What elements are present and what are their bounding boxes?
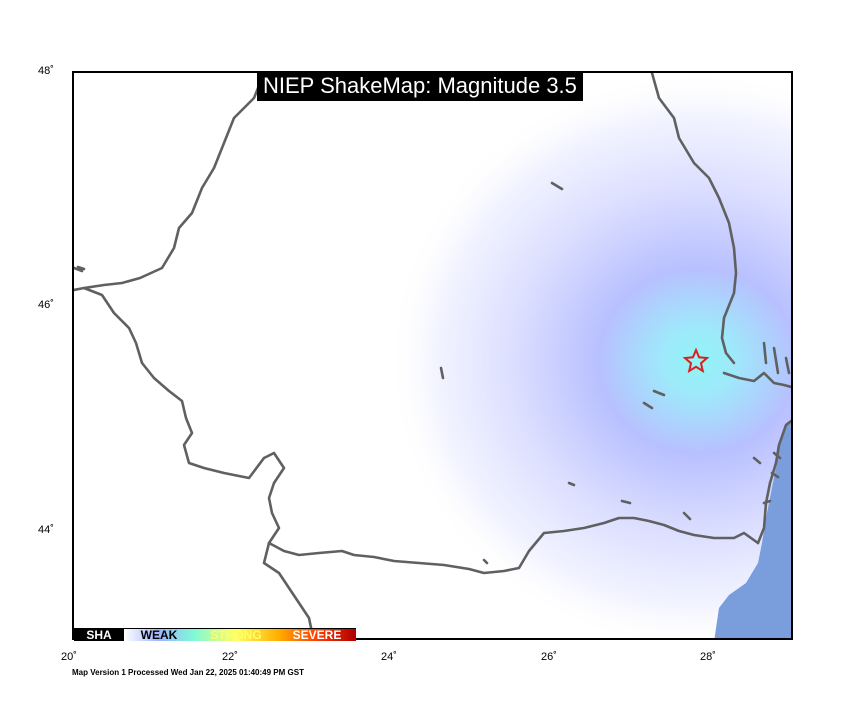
legend-shaking: SHA — [74, 629, 124, 641]
legend-severe: SEVERE — [278, 629, 356, 641]
serbia-border — [262, 541, 315, 638]
lon-label-26: 26˚ — [541, 651, 557, 663]
intensity-legend: SHA WEAK STRONG SEVERE — [74, 628, 356, 641]
romania-border — [74, 73, 760, 575]
lat-label-44: 44˚ — [38, 524, 54, 536]
borders-layer — [74, 73, 791, 638]
legend-weak: WEAK — [124, 629, 194, 641]
lon-label-20: 20˚ — [61, 651, 77, 663]
footer-note: Map Version 1 Processed Wed Jan 22, 2025… — [72, 668, 304, 677]
legend-strong: STRONG — [194, 629, 278, 641]
star-icon[interactable] — [682, 347, 710, 374]
lon-label-28: 28˚ — [700, 651, 716, 663]
lat-label-46: 46˚ — [38, 299, 54, 311]
black-sea — [714, 421, 791, 638]
lat-label-48: 48˚ — [38, 65, 54, 77]
moldova-border — [650, 73, 738, 365]
danube-delta — [722, 341, 791, 389]
northwest-border — [74, 265, 86, 273]
map-canvas — [74, 73, 791, 638]
map-panel[interactable] — [72, 71, 793, 640]
map-title: NIEP ShakeMap: Magnitude 3.5 — [257, 71, 583, 101]
lakes — [439, 181, 782, 565]
shaking-intensity-field — [388, 73, 791, 638]
lon-label-22: 22˚ — [222, 651, 238, 663]
lon-label-24: 24˚ — [381, 651, 397, 663]
